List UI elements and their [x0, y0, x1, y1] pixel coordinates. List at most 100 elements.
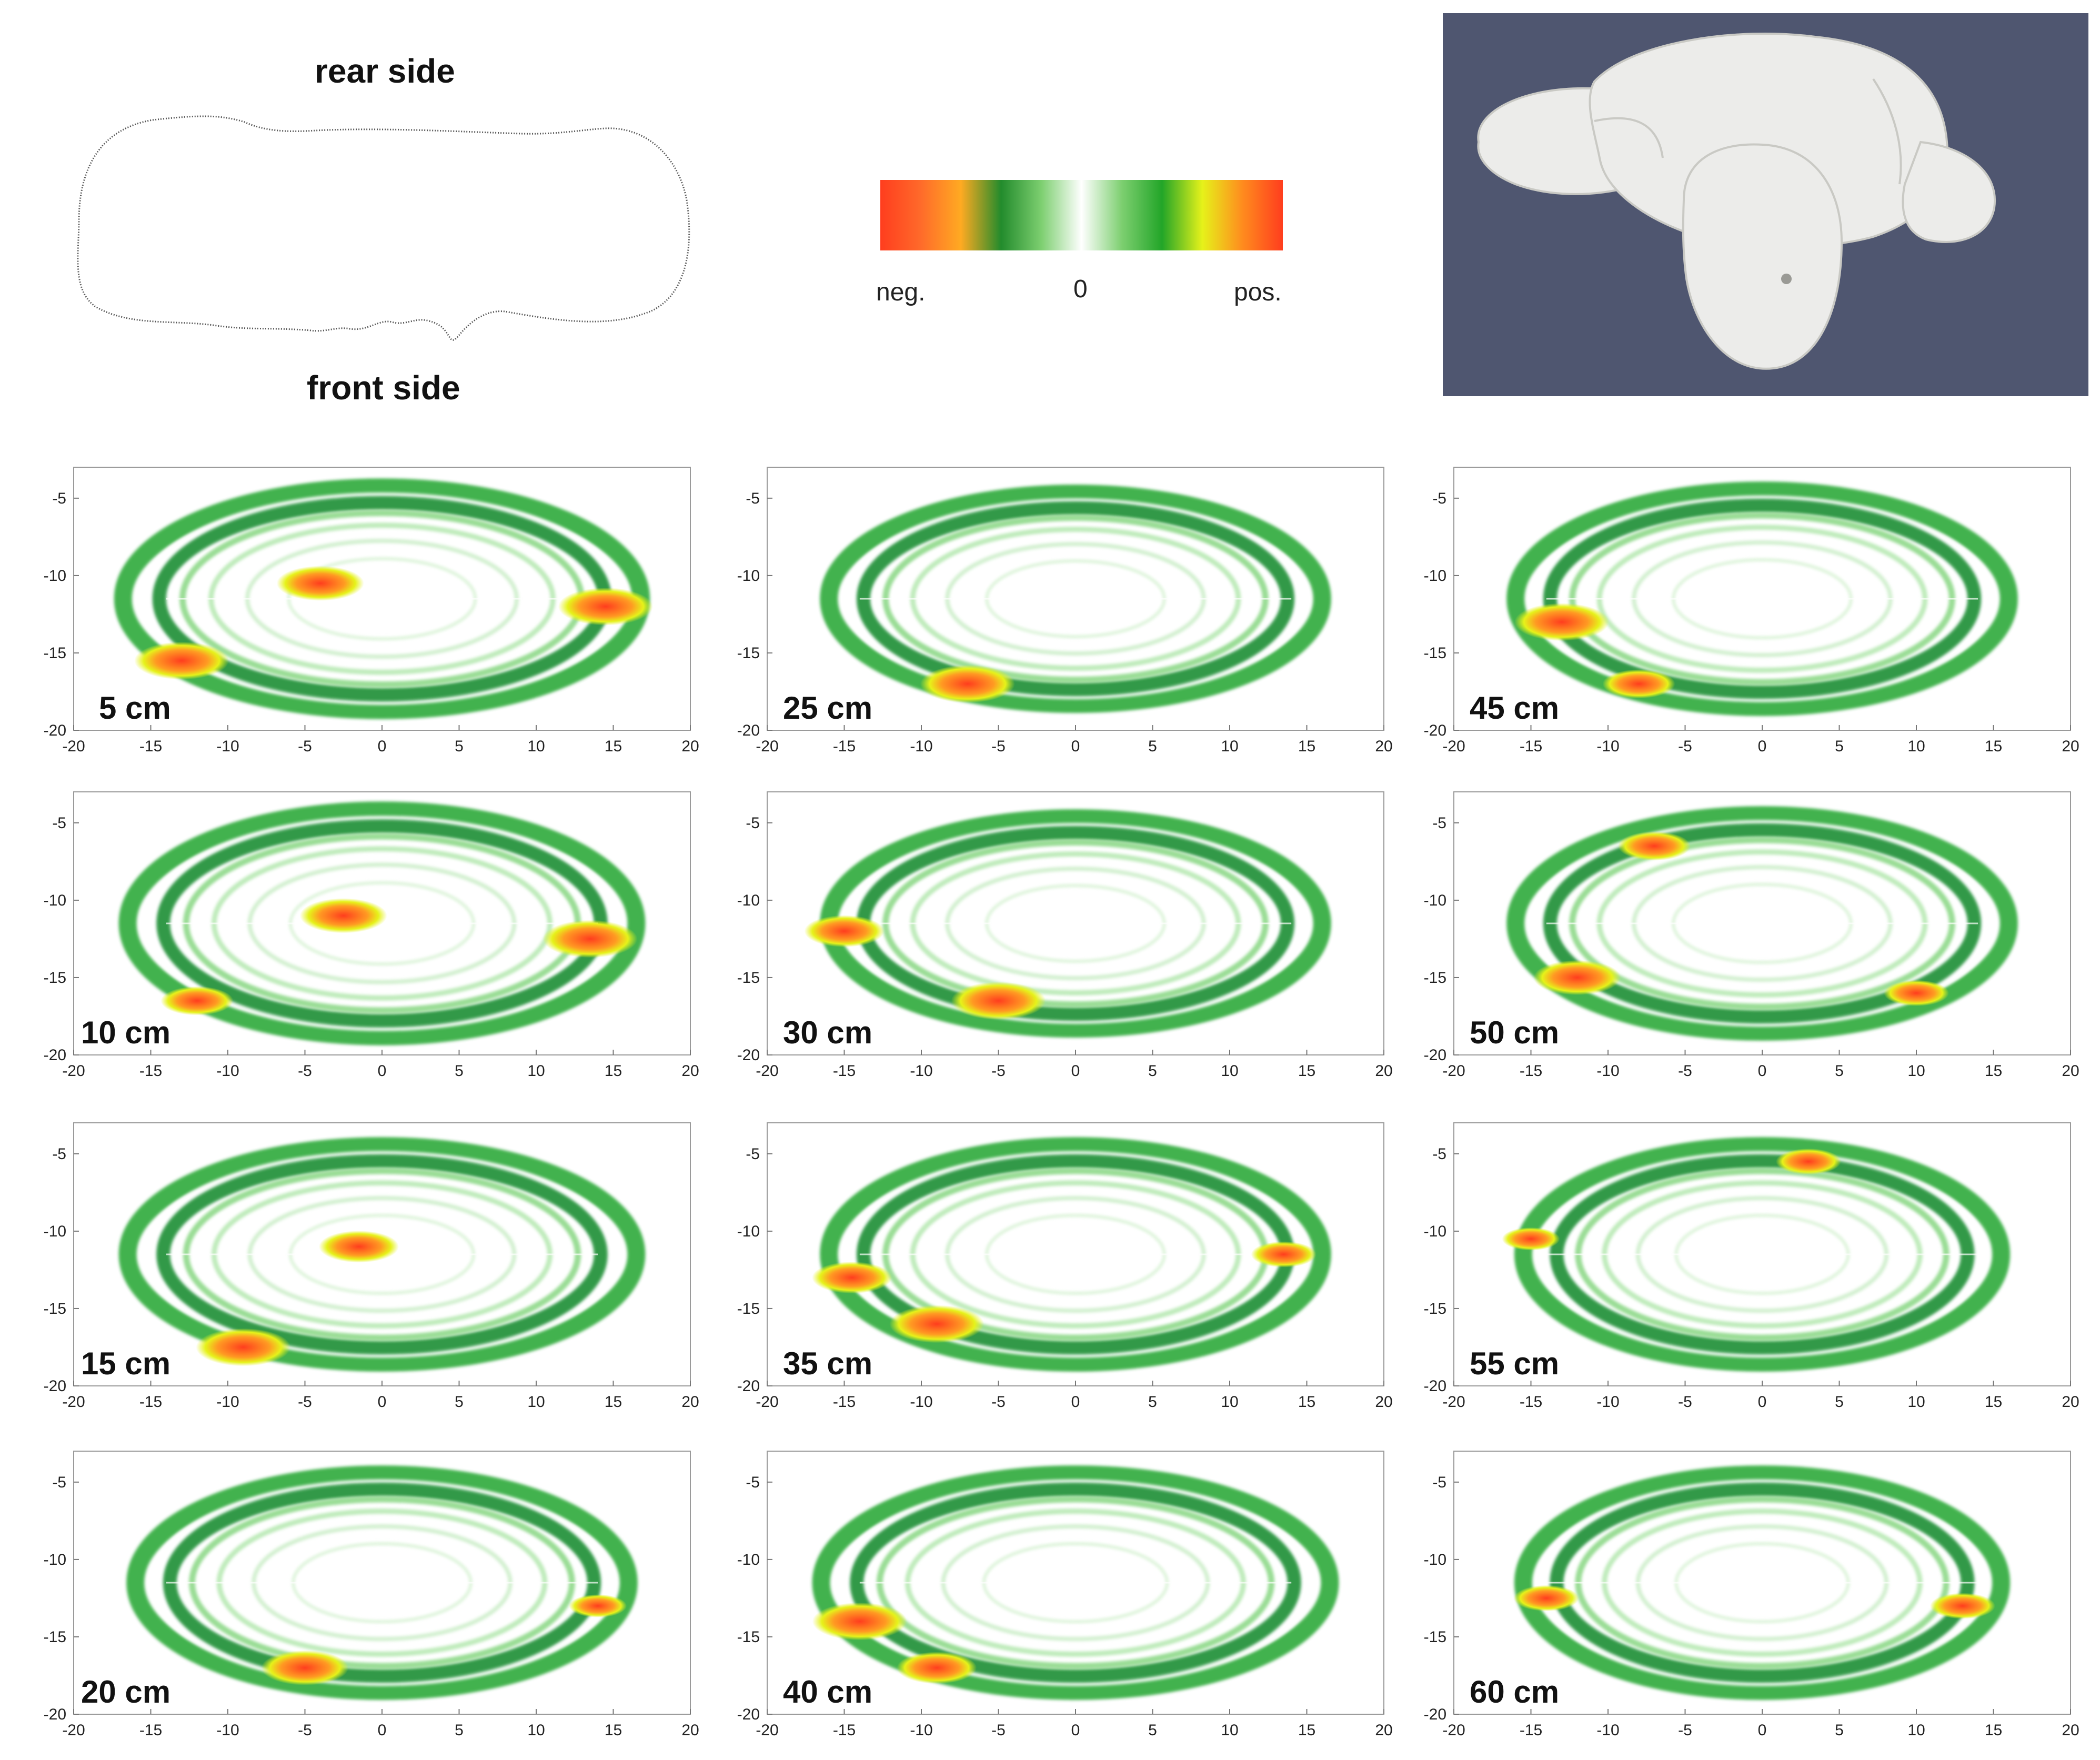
field-layer: [1506, 806, 2018, 1041]
x-tick-label: -10: [216, 1062, 239, 1080]
wave-ring: [1514, 1465, 2011, 1700]
field-layer: [820, 485, 1331, 713]
y-tick-label: -15: [1424, 1300, 1446, 1318]
x-tick-label: -15: [139, 1393, 162, 1411]
x-tick-label: -20: [62, 738, 85, 755]
x-tick-label: 15: [605, 1062, 622, 1080]
x-tick-label: 0: [1071, 738, 1080, 755]
x-tick-label: 15: [1298, 1062, 1315, 1080]
y-tick-label: -10: [737, 892, 760, 909]
colorbar-pos-label: pos.: [1234, 278, 1282, 306]
x-tick-label: -20: [1442, 1722, 1465, 1739]
x-tick-label: -5: [1678, 1722, 1692, 1739]
hot-spot: [804, 915, 885, 948]
heatmap-panel: -5 -10 -15 -20-20 -15 -10 -5 0 5 10 15 20 25 cm: [737, 467, 1393, 755]
y-tick-label: -5: [1432, 1474, 1446, 1491]
x-tick-label: 15: [605, 738, 622, 755]
panel-depth-label: 35 cm: [783, 1346, 872, 1381]
x-tick-label: -10: [216, 1393, 239, 1411]
panel-depth-label: 5 cm: [99, 690, 171, 726]
x-tick-label: 0: [378, 1393, 387, 1411]
hot-spot: [1502, 1227, 1560, 1251]
heatmap-panel: -5 -10 -15 -20-20 -15 -10 -5 0 5 10 15 20 55 cm: [1424, 1122, 2079, 1411]
hot-spot: [1930, 1593, 1995, 1619]
x-tick-label: -20: [1442, 738, 1465, 755]
wave-ring: [1537, 1479, 1987, 1686]
x-tick-label: 10: [527, 738, 545, 755]
wave-ring: [143, 1151, 621, 1358]
x-tick-label: 5: [1148, 1393, 1157, 1411]
hot-spot: [160, 986, 234, 1015]
front-side-label: front side: [307, 369, 460, 407]
panel-depth-label: 40 cm: [783, 1674, 872, 1709]
heatmap-panel: -5 -10 -15 -20-20 -15 -10 -5 0 5 10 15 20 5 cm: [44, 467, 699, 755]
field-layer: [126, 1465, 638, 1700]
heatmap-panel: -5 -10 -15 -20-20 -15 -10 -5 0 5 10 15 20 35 cm: [737, 1122, 1393, 1411]
hot-spot: [812, 1602, 907, 1641]
x-tick-label: 5: [1148, 1062, 1157, 1080]
x-tick-label: -20: [62, 1722, 85, 1739]
panel-depth-label: 60 cm: [1470, 1674, 1559, 1709]
x-tick-label: -15: [833, 738, 856, 755]
x-tick-label: -5: [991, 1722, 1006, 1739]
x-tick-label: -5: [298, 1393, 312, 1411]
y-tick-label: -20: [1424, 1047, 1446, 1064]
y-tick-label: -15: [1424, 1628, 1446, 1646]
y-tick-label: -10: [1424, 1551, 1446, 1568]
heatmap-panel: -5 -10 -15 -20-20 -15 -10 -5 0 5 10 15 20 30 cm: [737, 791, 1393, 1080]
wave-ring: [1530, 495, 1994, 702]
x-tick-label: 15: [1298, 1393, 1315, 1411]
colorbar-gradient: [880, 180, 1283, 250]
x-tick-label: -10: [910, 1062, 932, 1080]
field-layer: [114, 478, 653, 719]
hot-spot: [1617, 831, 1691, 861]
hot-spot: [1884, 980, 1949, 1007]
x-tick-label: 20: [1375, 1722, 1392, 1739]
x-tick-label: -5: [991, 738, 1006, 755]
x-tick-label: -10: [216, 738, 239, 755]
x-tick-label: -5: [1678, 1393, 1692, 1411]
hot-spot: [1533, 960, 1621, 995]
y-tick-label: -15: [737, 1300, 760, 1318]
hot-spot: [134, 641, 229, 680]
y-tick-label: -15: [737, 645, 760, 662]
y-tick-label: -10: [1424, 892, 1446, 909]
hot-spot: [319, 1230, 399, 1263]
x-tick-label: 20: [681, 1722, 699, 1739]
y-tick-label: -5: [746, 1474, 760, 1491]
wave-ring: [1506, 481, 2018, 716]
x-tick-label: 5: [1148, 738, 1157, 755]
x-tick-label: 15: [1985, 1722, 2002, 1739]
hot-spot: [276, 566, 364, 601]
y-tick-label: -15: [44, 1628, 66, 1646]
x-tick-label: 15: [1985, 738, 2002, 755]
x-tick-label: 20: [1375, 1393, 1392, 1411]
heatmap-grid: -5-10-15-20-20 -15 -10 -5 0 5 10 15 205 cm-5-10-…: [44, 467, 2079, 1739]
y-tick-label: -20: [1424, 1706, 1446, 1723]
x-tick-label: -15: [139, 738, 162, 755]
hot-spot: [261, 1650, 349, 1685]
hot-spot: [1514, 603, 1610, 641]
x-tick-label: 0: [1071, 1393, 1080, 1411]
x-tick-label: 10: [1221, 1722, 1238, 1739]
y-tick-label: -20: [1424, 1377, 1446, 1395]
hot-spot: [889, 1305, 984, 1343]
heatmap-panel: -5 -10 -15 -20-20 -15 -10 -5 0 5 10 15 20 45 cm: [1424, 467, 2079, 755]
x-tick-label: -5: [298, 1722, 312, 1739]
hot-spot: [951, 982, 1046, 1020]
field-layer: [812, 1137, 1331, 1372]
hot-spot: [920, 665, 1015, 703]
x-tick-label: 15: [605, 1393, 622, 1411]
x-tick-label: -20: [756, 1393, 778, 1411]
colorbar-neg-label: neg.: [876, 278, 926, 306]
colorbar: [880, 180, 1283, 250]
y-tick-label: -20: [737, 1706, 760, 1723]
y-tick-label: -10: [44, 892, 66, 909]
x-tick-label: 5: [1835, 1393, 1844, 1411]
x-tick-label: 20: [2062, 1722, 2079, 1739]
hot-spot: [299, 898, 387, 933]
heatmap-panel: -5 -10 -15 -20-20 -15 -10 -5 0 5 10 15 20 15 cm: [44, 1122, 699, 1411]
heatmap-panel: -5 -10 -15 -20-20 -15 -10 -5 0 5 10 15 20 50 cm: [1424, 791, 2079, 1080]
y-tick-label: -5: [52, 1474, 66, 1491]
x-tick-label: -15: [833, 1722, 856, 1739]
